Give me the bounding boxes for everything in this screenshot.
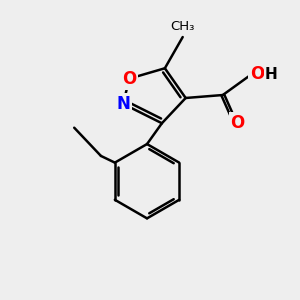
Text: H: H — [265, 67, 278, 82]
Text: CH₃: CH₃ — [170, 20, 195, 33]
Text: O: O — [250, 65, 264, 83]
Text: O: O — [231, 114, 245, 132]
Text: N: N — [116, 95, 130, 113]
Text: O: O — [122, 70, 136, 88]
